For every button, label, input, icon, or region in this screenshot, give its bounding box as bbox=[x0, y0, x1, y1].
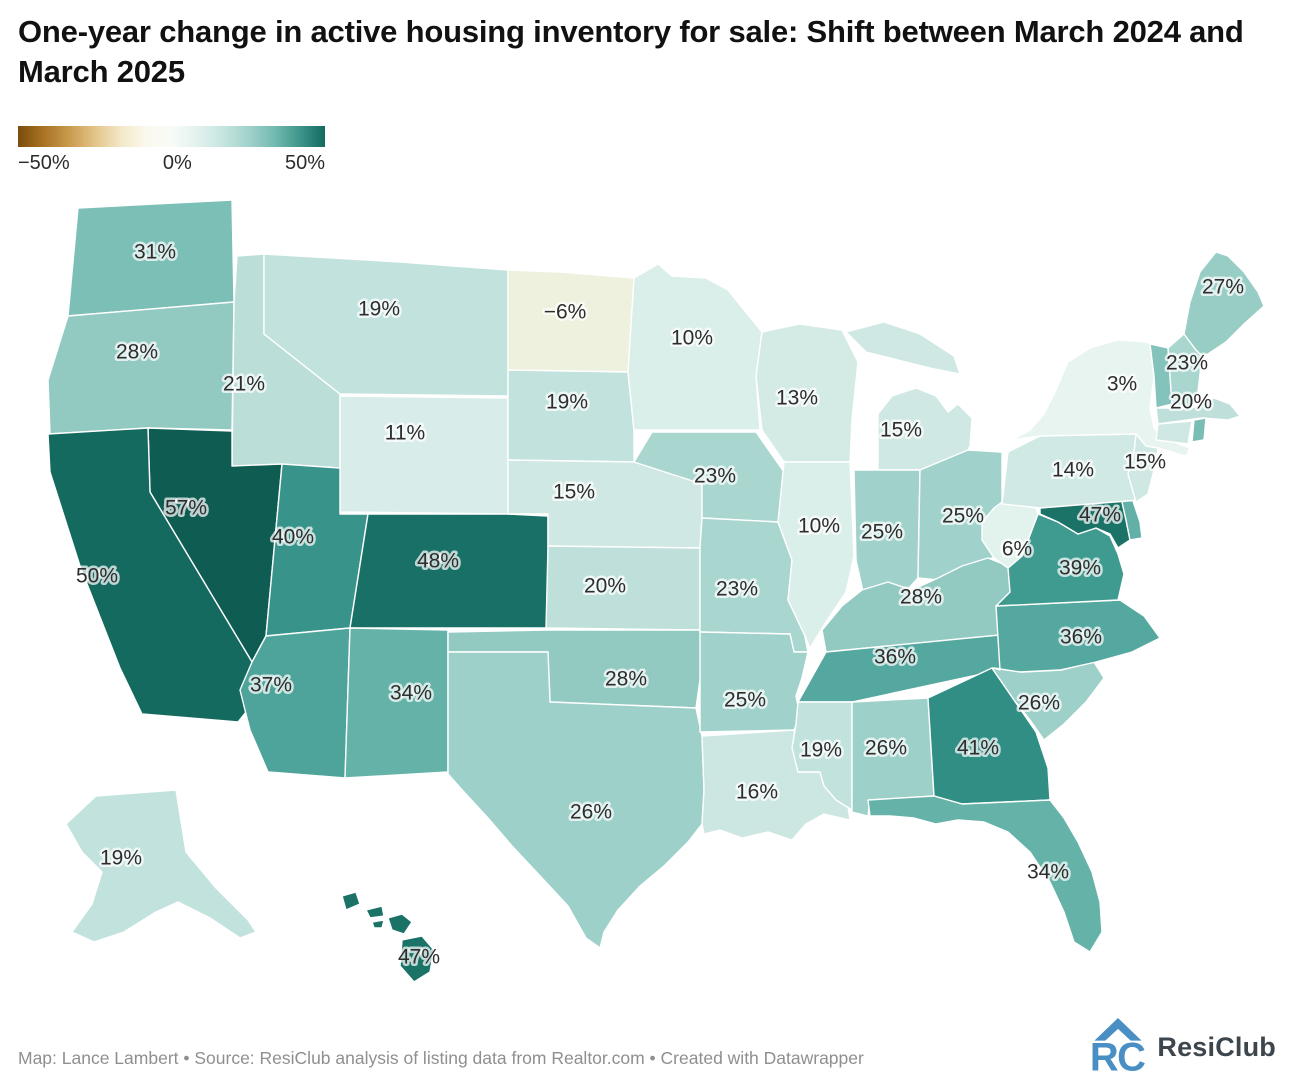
value-label-SC: 26% bbox=[1018, 692, 1060, 715]
page-title: One-year change in active housing invent… bbox=[18, 14, 1244, 89]
value-label-TN: 36% bbox=[874, 646, 916, 669]
state-SD[interactable] bbox=[507, 369, 635, 463]
legend-gradient-bar bbox=[18, 126, 325, 147]
value-label-NE: 15% bbox=[553, 481, 595, 504]
value-label-PA: 14% bbox=[1052, 459, 1094, 482]
value-label-LA: 16% bbox=[736, 781, 778, 804]
value-label-SD: 19% bbox=[546, 391, 588, 414]
value-label-MN: 10% bbox=[671, 327, 713, 350]
resiclub-logo[interactable]: R C ResiClub bbox=[1089, 1018, 1276, 1076]
state-VT[interactable] bbox=[1149, 343, 1173, 409]
value-label-MA: 20% bbox=[1170, 391, 1212, 414]
value-label-AK: 19% bbox=[100, 847, 142, 870]
state-RI[interactable] bbox=[1191, 417, 1207, 443]
legend-min-label: −50% bbox=[18, 152, 70, 174]
value-label-OR: 28% bbox=[116, 341, 158, 364]
state-shapes bbox=[47, 199, 1265, 983]
value-label-GA: 41% bbox=[957, 737, 999, 760]
state-WY[interactable] bbox=[339, 395, 509, 515]
value-label-NJ: 15% bbox=[1124, 451, 1166, 474]
resiclub-logo-icon: R C bbox=[1090, 1018, 1146, 1076]
state-WI[interactable] bbox=[755, 323, 859, 463]
state-NC[interactable] bbox=[993, 599, 1161, 673]
value-label-ME: 27% bbox=[1202, 276, 1244, 299]
svg-text:C: C bbox=[1117, 1036, 1146, 1076]
value-label-ND: −6% bbox=[544, 301, 587, 324]
value-label-CA: 50% bbox=[76, 565, 118, 588]
value-label-NY: 3% bbox=[1107, 373, 1137, 396]
value-label-MI: 15% bbox=[880, 419, 922, 442]
value-label-AL: 26% bbox=[865, 737, 907, 760]
state-IL[interactable] bbox=[777, 461, 855, 649]
value-label-FL: 34% bbox=[1027, 861, 1069, 884]
value-label-WA: 31% bbox=[134, 241, 176, 264]
legend-max-label: 50% bbox=[284, 152, 325, 174]
legend-labels: −50% 0% 50% bbox=[18, 152, 325, 175]
state-ME[interactable] bbox=[1183, 251, 1265, 357]
value-label-WV: 6% bbox=[1002, 538, 1032, 561]
legend-mid-label: 0% bbox=[162, 152, 192, 174]
state-AR[interactable] bbox=[699, 631, 809, 733]
state-HI[interactable] bbox=[341, 891, 435, 983]
value-label-TX: 26% bbox=[570, 801, 612, 824]
state-FL[interactable] bbox=[867, 795, 1103, 953]
value-label-OK: 28% bbox=[605, 668, 647, 691]
value-label-MS: 19% bbox=[800, 739, 842, 762]
state-TX[interactable] bbox=[447, 651, 705, 949]
state-WV[interactable] bbox=[981, 501, 1039, 569]
svg-text:R: R bbox=[1090, 1036, 1119, 1076]
state-CT[interactable] bbox=[1155, 420, 1193, 445]
resiclub-logo-text: ResiClub bbox=[1157, 1031, 1276, 1062]
value-label-OH: 25% bbox=[942, 505, 984, 528]
color-legend: −50% 0% 50% bbox=[18, 126, 325, 175]
value-label-VA: 39% bbox=[1059, 557, 1101, 580]
state-TN[interactable] bbox=[797, 633, 1011, 703]
value-label-IA: 23% bbox=[694, 465, 736, 488]
byline: Map: Lance Lambert • Source: ResiClub an… bbox=[18, 1048, 864, 1068]
value-label-UT: 40% bbox=[272, 526, 314, 549]
state-MI[interactable] bbox=[845, 321, 973, 471]
state-AK[interactable] bbox=[65, 789, 257, 943]
value-label-IN: 25% bbox=[861, 521, 903, 544]
value-label-IL: 10% bbox=[798, 515, 840, 538]
value-label-MO: 23% bbox=[716, 578, 758, 601]
value-label-KS: 20% bbox=[584, 575, 626, 598]
value-label-CO: 48% bbox=[417, 550, 459, 573]
value-label-AZ: 37% bbox=[250, 674, 292, 697]
value-label-WY: 11% bbox=[385, 422, 425, 445]
value-label-NH: 23% bbox=[1166, 352, 1208, 375]
value-label-ID: 21% bbox=[223, 373, 265, 396]
state-OR[interactable] bbox=[47, 301, 235, 435]
value-label-MD: 47% bbox=[1079, 504, 1121, 527]
value-label-KY: 28% bbox=[900, 586, 942, 609]
value-label-NC: 36% bbox=[1060, 626, 1102, 649]
value-label-MT: 19% bbox=[358, 298, 400, 321]
value-label-AR: 25% bbox=[724, 689, 766, 712]
value-label-HI: 47% bbox=[398, 946, 440, 969]
state-OH[interactable] bbox=[917, 449, 1003, 581]
state-MA[interactable] bbox=[1155, 397, 1241, 425]
state-value-labels: 31% 28% 50% 57% 21% 19% 11% 40% 48% 37% … bbox=[73, 238, 1246, 971]
state-NY[interactable] bbox=[1011, 339, 1191, 457]
value-label-NM: 34% bbox=[390, 682, 432, 705]
value-label-WI: 13% bbox=[776, 387, 818, 410]
value-label-NV: 57% bbox=[165, 497, 207, 520]
